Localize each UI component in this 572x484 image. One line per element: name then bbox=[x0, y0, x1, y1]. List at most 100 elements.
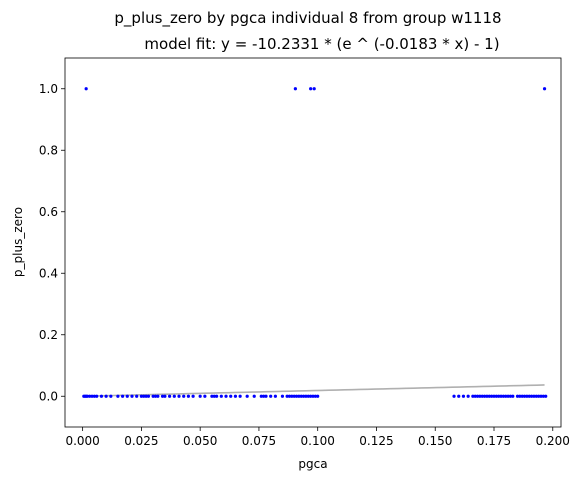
data-point bbox=[160, 394, 165, 398]
data-point bbox=[487, 394, 491, 398]
data-point bbox=[88, 394, 92, 398]
data-point bbox=[293, 87, 297, 91]
data-point bbox=[182, 394, 186, 398]
x-tick-label: 0.175 bbox=[477, 434, 511, 448]
data-point bbox=[511, 394, 515, 398]
data-point bbox=[525, 394, 529, 398]
data-point bbox=[312, 87, 316, 91]
x-tick-label: 0.075 bbox=[242, 434, 276, 448]
data-point bbox=[172, 394, 176, 398]
data-point bbox=[527, 394, 531, 398]
data-point bbox=[168, 394, 172, 398]
data-point bbox=[120, 394, 125, 398]
data-point bbox=[163, 394, 167, 398]
data-point bbox=[229, 394, 233, 398]
data-point bbox=[219, 394, 223, 398]
data-point bbox=[280, 394, 285, 398]
data-point bbox=[224, 394, 228, 398]
chart-subtitle: model fit: y = -10.2331 * (e ^ (-0.0183 … bbox=[144, 35, 499, 53]
data-point bbox=[191, 394, 195, 398]
x-tick-label: 0.050 bbox=[183, 434, 217, 448]
data-point bbox=[90, 394, 94, 398]
data-point bbox=[466, 394, 470, 398]
data-point bbox=[287, 394, 292, 398]
y-tick-label: 0.2 bbox=[39, 328, 58, 342]
data-point bbox=[541, 394, 545, 398]
data-point bbox=[544, 394, 548, 398]
data-point bbox=[116, 394, 120, 398]
x-tick-label: 0.150 bbox=[418, 434, 452, 448]
data-point bbox=[313, 394, 317, 398]
data-point bbox=[99, 394, 104, 398]
y-tick-label: 0.4 bbox=[39, 266, 58, 280]
x-tick-label: 0.100 bbox=[301, 434, 335, 448]
data-point bbox=[262, 394, 266, 398]
data-point bbox=[269, 394, 273, 398]
data-point bbox=[233, 394, 238, 398]
data-point bbox=[480, 394, 484, 398]
data-point bbox=[452, 394, 456, 398]
data-point bbox=[506, 394, 510, 398]
x-tick-label: 0.125 bbox=[359, 434, 393, 448]
data-point bbox=[146, 394, 151, 398]
data-point bbox=[285, 394, 289, 398]
data-point bbox=[85, 394, 89, 398]
data-point bbox=[534, 394, 538, 398]
y-tick-label: 1.0 bbox=[39, 82, 58, 96]
data-point bbox=[530, 394, 534, 398]
data-point bbox=[212, 394, 216, 398]
data-point bbox=[311, 394, 315, 398]
data-point bbox=[302, 394, 306, 398]
data-point bbox=[203, 394, 207, 398]
data-point bbox=[504, 394, 508, 398]
data-point bbox=[471, 394, 475, 398]
axes-frame bbox=[64, 57, 562, 428]
y-axis-label: p_plus_zero bbox=[11, 207, 25, 277]
data-point bbox=[483, 394, 487, 398]
data-point bbox=[492, 394, 496, 398]
data-point bbox=[522, 394, 527, 398]
x-tick-label: 0.025 bbox=[124, 434, 158, 448]
data-point bbox=[475, 394, 480, 398]
data-point bbox=[186, 394, 191, 398]
x-axis-label: pgca bbox=[298, 457, 327, 471]
y-tick-label: 0.6 bbox=[39, 205, 58, 219]
x-tick-label: 0.200 bbox=[536, 434, 570, 448]
data-point bbox=[139, 394, 143, 398]
data-point bbox=[109, 394, 113, 398]
data-point bbox=[153, 394, 158, 398]
data-point bbox=[537, 394, 541, 398]
data-point bbox=[292, 394, 296, 398]
data-point bbox=[151, 394, 155, 398]
x-tick-label: 0.000 bbox=[65, 434, 99, 448]
data-point bbox=[485, 394, 489, 398]
data-point bbox=[473, 394, 477, 398]
data-point bbox=[144, 394, 148, 398]
y-tick-label: 0.0 bbox=[39, 389, 58, 403]
data-point bbox=[508, 394, 513, 398]
data-point bbox=[273, 394, 277, 398]
data-point bbox=[461, 394, 466, 398]
data-point bbox=[532, 394, 536, 398]
plot-area bbox=[82, 87, 548, 398]
data-point bbox=[142, 394, 146, 398]
data-point bbox=[156, 394, 160, 398]
data-point bbox=[84, 87, 88, 91]
data-point bbox=[501, 394, 506, 398]
data-point bbox=[210, 394, 214, 398]
data-point bbox=[515, 394, 520, 398]
chart-title: p_plus_zero by pgca individual 8 from gr… bbox=[114, 9, 501, 28]
data-point bbox=[304, 394, 308, 398]
data-point bbox=[316, 394, 320, 398]
data-point bbox=[245, 394, 249, 398]
data-point bbox=[497, 394, 501, 398]
data-point bbox=[306, 394, 310, 398]
data-point bbox=[290, 394, 294, 398]
data-point bbox=[539, 394, 543, 398]
data-point bbox=[177, 394, 181, 398]
x-axis-ticks: 0.000 0.025 0.050 0.075 0.100 0.125 0.150 0.175… bbox=[65, 427, 570, 448]
data-point bbox=[294, 394, 299, 398]
